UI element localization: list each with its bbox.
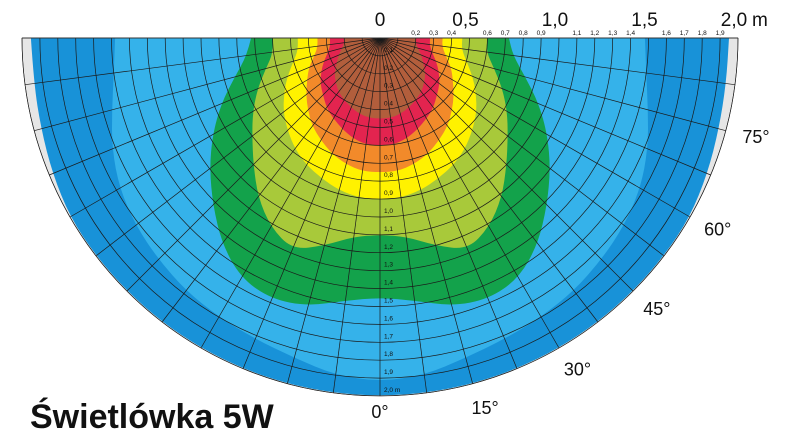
- grid-ray: [379, 37, 599, 323]
- grid-ray: [379, 37, 634, 292]
- grid-ray: [49, 37, 381, 176]
- ring-labels: 0,1 0,2 0,3 0,4 0,5 0,6 0,7 0,8 0,9 1,0 1,1 1,2 1,3 1…: [384, 47, 400, 394]
- grid-ray: [379, 37, 560, 349]
- scale-unit: m: [752, 10, 768, 31]
- ring-label: 1,6: [384, 315, 393, 322]
- ring-label: 0,3: [384, 83, 393, 90]
- grid-ray: [332, 37, 381, 393]
- grid-ray: [95, 37, 381, 257]
- ring-label: 0,7: [384, 154, 393, 161]
- scale-minor-label: 1,1: [572, 30, 581, 37]
- scale-minor-label: 1,6: [662, 30, 671, 37]
- ring-label: 1,3: [384, 262, 393, 269]
- grid-ray: [200, 37, 381, 349]
- ring-label: 1,0: [384, 208, 393, 215]
- scale-minor-label: 1,7: [680, 30, 689, 37]
- angle-label: 45°: [643, 299, 670, 319]
- scale-major-label: 1,5: [631, 10, 657, 31]
- angle-label: 0°: [371, 402, 388, 422]
- ring-label: 1,7: [384, 333, 393, 340]
- scale-minor-label: 0,9: [537, 30, 546, 37]
- ring-label: 1,4: [384, 280, 393, 287]
- grid-ray: [379, 37, 711, 176]
- grid-ray: [126, 37, 381, 292]
- angle-label: 30°: [564, 360, 591, 380]
- grid-ray: [34, 37, 381, 132]
- scale-minor-label: 1,3: [608, 30, 617, 37]
- scale-minor-label: 1,8: [698, 30, 707, 37]
- ring-label: 0,4: [384, 101, 393, 108]
- scale-major-label: 2,0: [721, 10, 747, 31]
- scale-major-label: 1,0: [542, 10, 568, 31]
- ring-label: 2,0 m: [384, 387, 400, 394]
- grid-ray: [25, 37, 381, 86]
- ring-label: 1,1: [384, 226, 393, 233]
- ring-label: 1,2: [384, 244, 393, 251]
- grid-ray: [161, 37, 381, 323]
- grid-ray: [379, 37, 518, 369]
- grid-ray: [286, 37, 381, 384]
- ring-label: 0,2: [384, 65, 393, 72]
- grid-ray: [379, 37, 735, 86]
- scale-minor-label: 1,2: [590, 30, 599, 37]
- scale-minor-label: 0,7: [501, 30, 510, 37]
- ring-label: 0,8: [384, 172, 393, 179]
- scale-minor-label: 0,4: [447, 30, 456, 37]
- ring-label: 1,5: [384, 298, 393, 305]
- scale-major-label: 0: [375, 10, 386, 31]
- ring-label: 0,6: [384, 136, 393, 143]
- ring-label: 0,1: [384, 47, 393, 54]
- grid-ray: [379, 37, 726, 132]
- angle-label: 15°: [471, 398, 498, 418]
- angle-label: 75°: [742, 127, 769, 147]
- angle-labels: 0° 15° 30° 45° 60° 75°: [371, 127, 769, 422]
- scale-minor-label: 0,3: [429, 30, 438, 37]
- scale-minor-label: 0,2: [411, 30, 420, 37]
- title: Świetlówka 5W: [30, 398, 275, 436]
- grid-ray: [242, 37, 381, 369]
- grid-ray: [379, 37, 665, 257]
- grid-ray: [379, 37, 691, 218]
- scale-minor-label: 0,8: [519, 30, 528, 37]
- scale-minor-label: 1,4: [626, 30, 635, 37]
- distance-scale: 0 0,5 1,0 1,5 2,0 m 0,2 0,3 0,4 0,6 0,7 0,8 0,9 1,1 1,…: [375, 10, 768, 37]
- grid-ray: [379, 37, 428, 393]
- angle-label: 60°: [704, 220, 731, 240]
- ring-label: 1,9: [384, 369, 393, 376]
- ring-label: 0,5: [384, 119, 393, 126]
- scale-minor-label: 0,6: [483, 30, 492, 37]
- grid-ray: [69, 37, 381, 218]
- scale-major-label: 0,5: [452, 10, 478, 31]
- scale-minor-label: 1,9: [716, 30, 725, 37]
- grid-ray: [379, 37, 474, 384]
- ring-label: 0,9: [384, 190, 393, 197]
- ring-label: 1,8: [384, 351, 393, 358]
- polar-grid: [21, 37, 739, 397]
